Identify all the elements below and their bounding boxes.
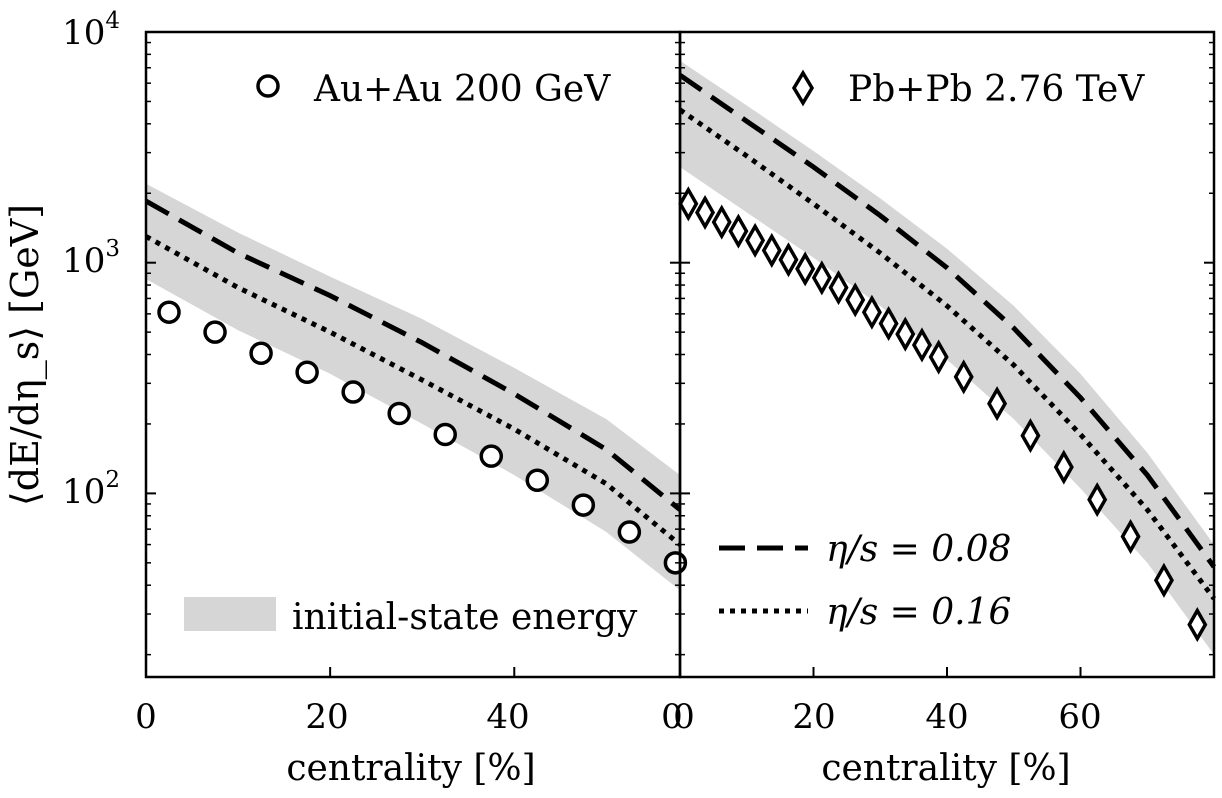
x-tick-label: 40 — [925, 697, 968, 737]
data-point — [811, 260, 832, 296]
line-eta-s-0.16 — [678, 107, 1216, 601]
data-point — [1120, 519, 1141, 555]
data-point — [157, 300, 181, 324]
data-point — [778, 242, 799, 278]
data-point — [695, 194, 716, 231]
axis-ticks — [145, 31, 1214, 677]
x-tick-label: 0 — [673, 697, 695, 737]
y-tick-label-10000: 104 — [62, 8, 120, 53]
x-tick-label: 20 — [305, 697, 348, 737]
data-point — [761, 232, 782, 268]
legend-au-au: Au+Au 200 GeV — [313, 69, 611, 110]
data-point — [433, 422, 457, 447]
legend-pb-pb: Pb+Pb 2.76 TeV — [848, 69, 1145, 110]
x-axis-label-left: centrality [%] — [286, 748, 535, 789]
data-point — [878, 305, 899, 342]
data-point — [795, 251, 816, 287]
data-point — [987, 386, 1008, 422]
line-eta-s-0.16 — [144, 234, 682, 547]
data-point — [1020, 418, 1041, 454]
line-eta-s-0.08 — [144, 198, 682, 512]
au-au-markers — [157, 300, 688, 575]
data-point — [845, 282, 866, 318]
data-point — [571, 493, 596, 517]
data-point — [953, 359, 974, 395]
legend-diamond-marker — [791, 69, 815, 107]
data-point — [525, 468, 550, 493]
data-point — [387, 401, 411, 426]
data-point — [203, 320, 227, 344]
legend-eta-s-0.08: η/s = 0.08 — [826, 529, 1011, 570]
y-tick-label-100: 102 — [62, 467, 120, 512]
x-tick-label: 20 — [792, 697, 835, 737]
legend-circle-marker — [256, 74, 280, 98]
data-point — [1053, 449, 1074, 485]
data-point — [928, 339, 949, 375]
data-point — [617, 520, 642, 544]
data-point — [678, 186, 699, 222]
data-point — [295, 360, 319, 385]
data-point — [711, 204, 732, 240]
data-point — [895, 316, 916, 352]
x-tick-label: 0 — [661, 697, 683, 737]
data-point — [861, 294, 882, 330]
panel-pb-pb — [678, 60, 1217, 655]
data-point — [745, 222, 766, 258]
y-axis-label: ⟨dE/dη_s⟩ [GeV] — [3, 204, 48, 506]
data-point — [479, 444, 504, 468]
data-point — [828, 270, 849, 306]
panel-au-au — [144, 183, 688, 591]
data-point — [341, 380, 365, 404]
data-point — [1153, 562, 1174, 598]
data-point — [1187, 607, 1208, 643]
data-point — [911, 327, 932, 363]
legend-band-swatch — [184, 597, 276, 631]
line-eta-s-0.08 — [678, 73, 1217, 569]
initial-state-band — [146, 183, 680, 591]
x-tick-label: 60 — [1058, 697, 1101, 737]
x-tick-label: 0 — [135, 697, 157, 737]
data-point — [728, 213, 749, 249]
x-tick-label: 40 — [486, 697, 529, 737]
pb-pb-markers — [678, 186, 1208, 643]
legend-eta-s-0.16: η/s = 0.16 — [826, 592, 1011, 633]
data-point — [249, 341, 273, 366]
x-axis-label-right: centrality [%] — [821, 748, 1070, 789]
y-tick-label-1000: 103 — [62, 236, 120, 281]
data-point — [1087, 482, 1108, 518]
legend-band-label: initial-state energy — [292, 597, 638, 638]
